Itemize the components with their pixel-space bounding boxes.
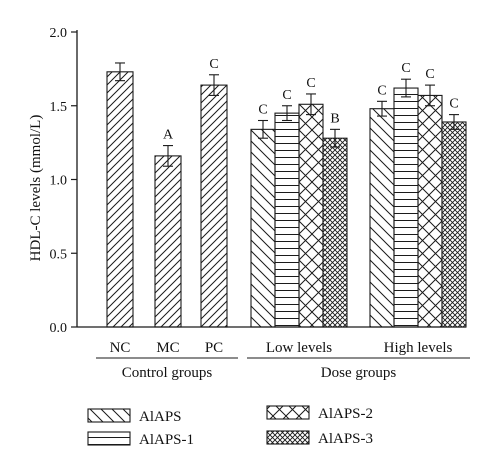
legend-swatch	[266, 405, 310, 420]
y-tick-label: 1.0	[50, 174, 68, 189]
bar	[106, 71, 134, 328]
legend-swatch	[87, 431, 131, 446]
group-label: Control groups	[122, 365, 213, 381]
legend-label: AlAPS-3	[318, 431, 373, 447]
significance-label: C	[401, 61, 410, 76]
significance-label: C	[258, 103, 267, 118]
bar	[250, 128, 276, 328]
bar	[393, 87, 419, 328]
y-tick-label: 0.0	[50, 321, 68, 336]
axes	[76, 30, 466, 328]
category-label: Low levels	[266, 340, 332, 356]
bar	[441, 121, 467, 328]
legend-swatch	[266, 430, 310, 445]
y-tick-label: 1.5	[50, 100, 68, 115]
y-axis-ticks: 0.0 0.5 1.0 1.5 2.0	[50, 26, 77, 336]
category-label: High levels	[384, 340, 453, 356]
legend-label: AlAPS-2	[318, 406, 373, 422]
y-axis-label: HDL-C levels (mmol/L)	[28, 115, 44, 262]
bar	[274, 112, 300, 328]
significance-label: A	[163, 128, 174, 143]
legend-label: AlAPS-1	[139, 432, 194, 448]
significance-label: C	[377, 83, 386, 98]
bar	[322, 137, 348, 328]
significance-label: C	[209, 57, 218, 72]
y-tick-label: 0.5	[50, 247, 68, 262]
bar	[369, 108, 395, 328]
group-label: Dose groups	[321, 365, 397, 381]
bar	[154, 155, 182, 328]
significance-label: C	[449, 97, 458, 112]
bar	[298, 103, 324, 328]
category-label: PC	[205, 340, 223, 356]
legend-swatch	[87, 408, 131, 423]
legend: AlAPS AlAPS-1 AlAPS-2 AlAPS-3	[87, 405, 373, 448]
x-axis-labels: NC MC PC Low levels High levels Control group…	[96, 340, 470, 381]
significance-label: C	[282, 88, 291, 103]
y-tick-label: 2.0	[50, 26, 68, 41]
significance-label: C	[425, 67, 434, 82]
bar	[417, 94, 443, 328]
significance-label: C	[306, 76, 315, 91]
bar	[200, 84, 228, 328]
category-label: MC	[156, 340, 179, 356]
significance-label: B	[330, 111, 339, 126]
category-label: NC	[110, 340, 131, 356]
legend-label: AlAPS	[139, 409, 182, 425]
